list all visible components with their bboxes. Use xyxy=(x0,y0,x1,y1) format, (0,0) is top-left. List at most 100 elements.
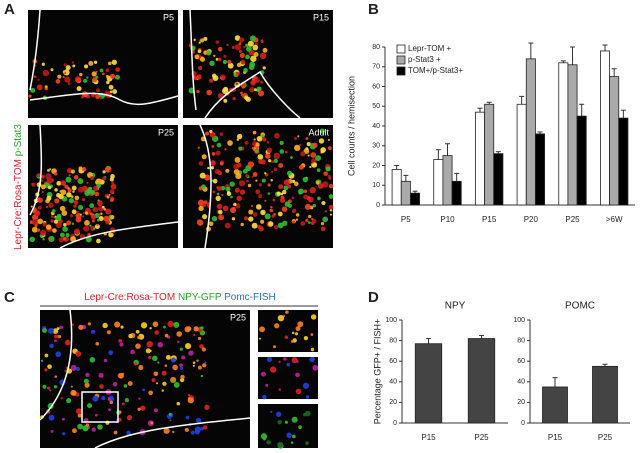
cell-dot xyxy=(77,178,84,185)
cell-dot xyxy=(78,166,83,171)
cell-dot xyxy=(68,197,75,204)
cell-dot xyxy=(200,426,204,431)
cell-dot xyxy=(234,35,241,41)
cell-dot xyxy=(148,355,152,360)
cell-dot xyxy=(165,354,171,360)
cell-dot xyxy=(222,59,228,65)
image-label: P5 xyxy=(163,12,174,22)
y-tick-label: 60 xyxy=(372,83,380,90)
cell-dot xyxy=(86,181,89,184)
cell-dot xyxy=(55,351,62,358)
cell-dot xyxy=(262,137,267,142)
cell-dot xyxy=(248,209,254,215)
cell-dot xyxy=(262,66,266,70)
cell-dot xyxy=(54,198,60,204)
cell-dot xyxy=(216,192,220,196)
cell-dot xyxy=(257,90,265,97)
y-tick-label: 10 xyxy=(372,182,380,189)
cell-dot xyxy=(151,378,156,383)
cell-dot xyxy=(36,84,43,91)
cell-dot xyxy=(60,397,63,400)
cell-dot xyxy=(303,335,309,341)
cell-dot xyxy=(49,389,52,392)
cell-dot xyxy=(206,89,212,96)
cell-dot xyxy=(295,326,301,332)
cell-dot xyxy=(46,177,53,184)
cell-dot xyxy=(260,80,263,84)
cell-dot xyxy=(260,219,265,224)
cell-dot xyxy=(322,181,329,188)
tissue-outline xyxy=(29,124,179,249)
cell-dot xyxy=(33,75,37,79)
cell-dot xyxy=(329,213,333,216)
cell-dot xyxy=(277,222,284,229)
cell-dot xyxy=(310,333,314,336)
cell-dot xyxy=(313,162,316,166)
cell-dot xyxy=(238,49,243,53)
cell-dot xyxy=(302,176,308,183)
cell-dot xyxy=(71,171,74,174)
cell-dot xyxy=(291,331,295,335)
cell-dot xyxy=(281,206,288,212)
title-blue: Pomc-FISH xyxy=(224,292,276,303)
image-label: Adult xyxy=(308,127,329,137)
cell-dot xyxy=(76,86,82,92)
cell-dot xyxy=(97,424,103,430)
cell-dot xyxy=(311,217,314,221)
cell-dot xyxy=(75,351,82,357)
cell-dot xyxy=(149,349,152,353)
cell-dot xyxy=(290,441,294,444)
cell-dot xyxy=(221,194,224,197)
cell-dot xyxy=(71,61,75,64)
cell-dot xyxy=(217,209,223,215)
cell-dot xyxy=(255,179,258,182)
cell-dot xyxy=(85,423,90,427)
cell-dot xyxy=(245,46,252,52)
cell-dot xyxy=(94,413,98,417)
cell-dot xyxy=(74,76,82,83)
y-tick-label: 20 xyxy=(389,399,397,406)
cell-dot xyxy=(176,401,181,406)
cell-dot xyxy=(294,144,301,152)
cell-dot xyxy=(280,192,284,196)
cell-dot xyxy=(233,202,237,207)
cell-dot xyxy=(206,50,212,56)
cell-dot xyxy=(244,140,249,145)
cell-dot xyxy=(319,128,325,134)
cell-dot xyxy=(199,56,206,62)
cell-dot xyxy=(67,168,72,174)
cell-dot xyxy=(73,228,80,235)
cell-dot xyxy=(292,208,297,213)
cell-dot xyxy=(56,213,62,219)
cell-dot xyxy=(219,76,222,79)
cell-dot xyxy=(82,78,88,83)
cell-dot xyxy=(89,203,95,209)
cell-dot xyxy=(96,238,101,244)
cell-dot xyxy=(291,220,296,224)
y-tick-label: 40 xyxy=(389,379,397,386)
cell-dot xyxy=(230,195,233,199)
cell-dot xyxy=(305,441,309,445)
cell-dot xyxy=(42,328,47,334)
cell-dot xyxy=(68,174,71,177)
cell-dot xyxy=(199,344,204,349)
x-tick-label: P20 xyxy=(524,215,539,224)
cell-dot xyxy=(311,357,315,361)
cell-dot xyxy=(259,52,267,60)
cell-dot xyxy=(102,170,106,174)
cell-dot xyxy=(202,363,207,368)
cell-dot xyxy=(103,207,107,211)
cell-dot xyxy=(108,408,111,412)
cell-dot xyxy=(235,203,241,209)
cell-dot xyxy=(227,59,232,64)
cell-dot xyxy=(148,390,153,396)
cell-dot xyxy=(197,219,204,226)
cell-dot xyxy=(115,67,121,73)
cell-dot xyxy=(328,183,334,189)
cell-dot xyxy=(60,189,67,196)
cell-dot xyxy=(327,175,332,179)
y-tick-label: 40 xyxy=(372,123,380,130)
cell-dot xyxy=(235,82,239,86)
cell-dot xyxy=(236,62,242,68)
cell-dot xyxy=(168,412,172,416)
